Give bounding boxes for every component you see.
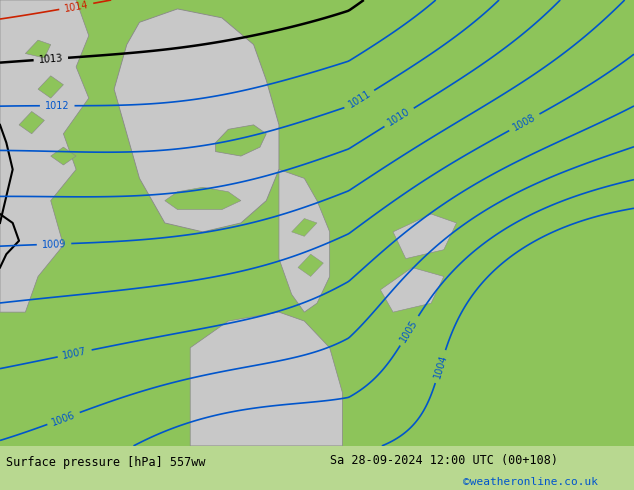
Text: 1011: 1011: [346, 89, 373, 110]
Text: 1005: 1005: [399, 318, 420, 344]
Polygon shape: [216, 125, 266, 156]
Polygon shape: [114, 9, 279, 232]
Text: 1004: 1004: [432, 353, 449, 380]
Polygon shape: [25, 40, 51, 58]
Polygon shape: [190, 312, 342, 446]
Text: 1008: 1008: [511, 112, 538, 133]
Text: 1006: 1006: [50, 410, 77, 427]
Polygon shape: [165, 187, 241, 210]
Text: Sa 28-09-2024 12:00 UTC (00+108): Sa 28-09-2024 12:00 UTC (00+108): [330, 454, 558, 466]
Polygon shape: [38, 76, 63, 98]
Polygon shape: [0, 0, 89, 312]
Text: ©weatheronline.co.uk: ©weatheronline.co.uk: [463, 477, 598, 487]
Text: 1007: 1007: [61, 346, 87, 361]
Text: Surface pressure [hPa] 557ww: Surface pressure [hPa] 557ww: [6, 456, 206, 469]
Polygon shape: [279, 170, 330, 312]
Text: 1010: 1010: [386, 107, 412, 128]
Text: 1012: 1012: [45, 101, 70, 111]
Polygon shape: [19, 112, 44, 134]
Text: 1009: 1009: [42, 239, 67, 249]
Polygon shape: [292, 219, 317, 236]
Text: 1014: 1014: [63, 0, 89, 14]
Polygon shape: [51, 147, 76, 165]
Text: 1013: 1013: [38, 53, 63, 65]
Polygon shape: [393, 214, 456, 259]
Polygon shape: [380, 268, 444, 312]
Polygon shape: [298, 254, 323, 276]
